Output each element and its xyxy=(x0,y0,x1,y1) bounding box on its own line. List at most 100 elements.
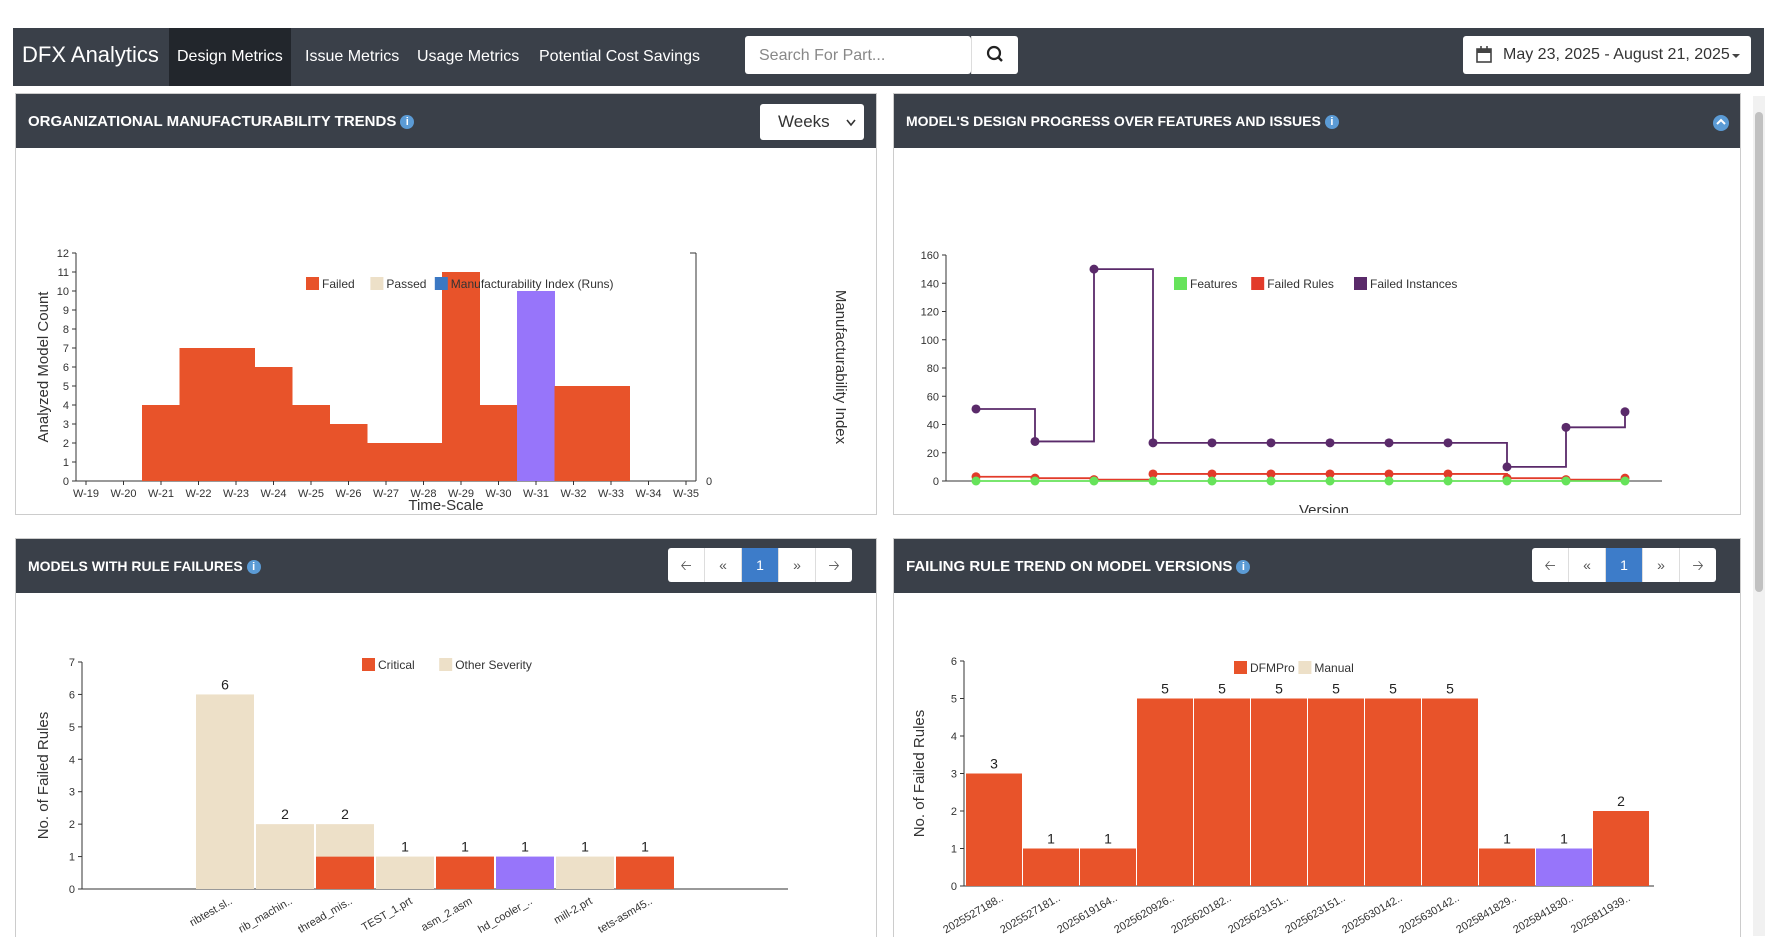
top-navbar: DFX Analytics Design Metrics Issue Metri… xyxy=(13,28,1764,86)
legend-swatch xyxy=(439,658,452,671)
x-axis-label: Time-Scale xyxy=(408,497,483,513)
search-input[interactable]: Search For Part... xyxy=(745,36,971,74)
failures-pagination: 🡠 « 1 » 🡢 xyxy=(668,548,852,582)
timescale-select[interactable]: Weeks xyxy=(760,104,864,140)
legend-label: Manufacturability Index (Runs) xyxy=(451,277,614,291)
bar-data-label: 1 xyxy=(401,839,409,855)
legend-label: Critical xyxy=(378,658,415,672)
x-tick-label: W-25 xyxy=(298,488,324,500)
info-icon[interactable]: i xyxy=(1325,115,1339,129)
bar-data-label: 3 xyxy=(990,756,998,772)
bar-data-label: 5 xyxy=(1446,681,1454,697)
x-axis-label: Version xyxy=(1299,502,1349,513)
search-placeholder: Search For Part... xyxy=(759,47,885,65)
bar-failed xyxy=(292,405,330,481)
y-tick-label: 1 xyxy=(63,457,69,469)
legend-label: Failed Instances xyxy=(1370,277,1457,291)
series-point xyxy=(1326,477,1335,486)
x-tick-label: W-21 xyxy=(148,488,174,500)
series-point xyxy=(1090,477,1099,486)
first-page-arrow-icon[interactable]: 🡠 xyxy=(1532,548,1569,582)
info-icon[interactable]: i xyxy=(400,115,414,129)
bar-data-label: 5 xyxy=(1275,681,1283,697)
series-point xyxy=(1385,438,1394,447)
nav-usage-metrics[interactable]: Usage Metrics xyxy=(417,28,519,86)
failing-trend-pagination: 🡠 « 1 » 🡢 xyxy=(1532,548,1716,582)
x-tick-label: TEST_1.prt xyxy=(360,895,415,934)
search-icon xyxy=(972,36,1018,74)
bar-dfmpro xyxy=(1308,699,1364,887)
legend-label: Manual xyxy=(1314,661,1353,675)
series-point xyxy=(1444,438,1453,447)
x-tick-label: W-23 xyxy=(223,488,249,500)
x-tick-label: 2025841830.. xyxy=(1511,892,1575,936)
y-tick-label: 2 xyxy=(951,806,957,818)
next-page-icon[interactable]: » xyxy=(1643,548,1680,582)
page-number[interactable]: 1 xyxy=(742,548,779,582)
y-tick-label: 6 xyxy=(69,689,75,701)
x-tick-label: 2025620926.. xyxy=(1112,892,1176,936)
first-page-arrow-icon[interactable]: 🡠 xyxy=(668,548,705,582)
bar-highlighted xyxy=(496,857,554,889)
legend-swatch xyxy=(1354,277,1367,290)
series-point xyxy=(1326,438,1335,447)
prev-page-icon[interactable]: « xyxy=(1569,548,1606,582)
bar-other-severity xyxy=(376,857,434,889)
date-range-picker[interactable]: May 23, 2025 - August 21, 2025 xyxy=(1463,36,1751,74)
last-page-arrow-icon[interactable]: 🡢 xyxy=(1680,548,1716,582)
info-icon[interactable]: i xyxy=(247,560,261,574)
scrollbar-thumb[interactable] xyxy=(1755,112,1763,592)
bar-other-severity xyxy=(196,694,254,889)
y2-tick-label: 0 xyxy=(706,476,712,488)
next-page-icon[interactable]: » xyxy=(779,548,816,582)
nav-design-metrics[interactable]: Design Metrics xyxy=(169,28,291,86)
series-point xyxy=(1503,462,1512,471)
nav-potential-cost-savings[interactable]: Potential Cost Savings xyxy=(539,28,700,86)
failures-panel-header: MODELS WITH RULE FAILURES i 🡠 « 1 » 🡢 xyxy=(16,539,876,593)
legend-swatch xyxy=(435,277,448,290)
legend-label: Failed xyxy=(322,277,355,291)
last-page-arrow-icon[interactable]: 🡢 xyxy=(816,548,852,582)
chevron-down-icon xyxy=(846,119,856,127)
page-number[interactable]: 1 xyxy=(1606,548,1643,582)
bar-dfmpro xyxy=(1080,849,1136,887)
series-point xyxy=(1208,477,1217,486)
calendar-icon xyxy=(1475,45,1495,65)
brand-logo[interactable]: DFX Analytics xyxy=(22,42,159,68)
prev-page-icon[interactable]: « xyxy=(705,548,742,582)
failing-trend-panel-header: FAILING RULE TREND ON MODEL VERSIONS i 🡠 … xyxy=(894,539,1740,593)
bar-dfmpro xyxy=(1422,699,1478,887)
bar-failed xyxy=(555,386,593,481)
nav-issue-metrics[interactable]: Issue Metrics xyxy=(305,28,399,86)
failures-panel-title: MODELS WITH RULE FAILURES i xyxy=(28,558,261,574)
bar-data-label: 1 xyxy=(461,839,469,855)
y-tick-label: 7 xyxy=(69,657,75,669)
failing-trend-title-text: FAILING RULE TREND ON MODEL VERSIONS xyxy=(906,558,1232,575)
bar-data-label: 1 xyxy=(1503,831,1511,847)
x-tick-label: W-33 xyxy=(598,488,624,500)
x-tick-label: W-35 xyxy=(673,488,699,500)
bar-failed xyxy=(142,405,180,481)
x-tick-label: 2025841829.. xyxy=(1454,892,1518,936)
bar-other-severity xyxy=(556,857,614,889)
search-button[interactable] xyxy=(971,36,1018,74)
x-tick-label: W-24 xyxy=(260,488,286,500)
series-point xyxy=(1149,438,1158,447)
info-icon[interactable]: i xyxy=(1236,560,1250,574)
x-tick-label: W-34 xyxy=(635,488,661,500)
y-tick-label: 8 xyxy=(63,324,69,336)
x-tick-label: W-26 xyxy=(335,488,361,500)
y-axis-label: No. of Failed Rules xyxy=(35,712,52,840)
date-range-text: May 23, 2025 - August 21, 2025 xyxy=(1503,46,1730,64)
y-tick-label: 7 xyxy=(63,343,69,355)
expand-icon[interactable] xyxy=(1712,114,1730,132)
x-tick-label: 2025623151.. xyxy=(1226,892,1290,936)
bar-failed xyxy=(330,424,368,481)
y-tick-label: 4 xyxy=(63,400,69,412)
legend-label: Failed Rules xyxy=(1267,277,1334,291)
bar-data-label: 2 xyxy=(1617,793,1625,809)
progress-panel-header: MODEL'S DESIGN PROGRESS OVER FEATURES AN… xyxy=(894,94,1740,148)
legend-swatch xyxy=(1251,277,1264,290)
page-scrollbar[interactable] xyxy=(1753,96,1765,936)
y-tick-label: 6 xyxy=(63,362,69,374)
